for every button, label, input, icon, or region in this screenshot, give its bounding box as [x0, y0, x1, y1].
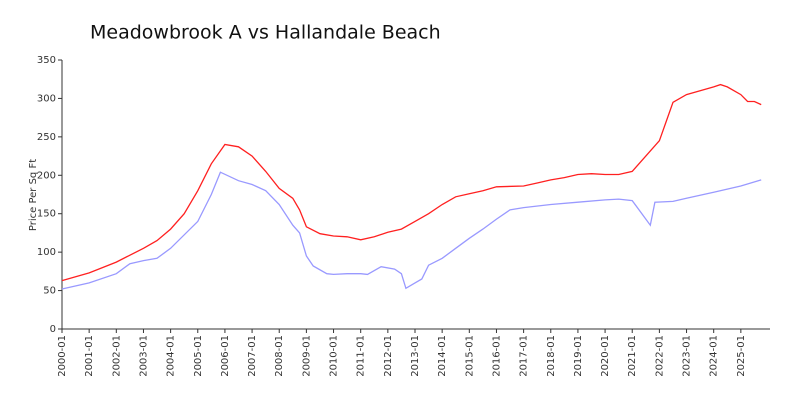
- x-tick-label: 2023-01: [682, 335, 693, 377]
- y-tick-label: 350: [37, 55, 56, 66]
- y-tick-label: 150: [37, 209, 56, 220]
- x-tick-label: 2005-01: [193, 335, 204, 377]
- x-tick-label: 2002-01: [111, 335, 122, 377]
- x-tick-label: 2008-01: [274, 335, 285, 377]
- x-tick-label: 2015-01: [464, 335, 475, 377]
- x-tick-label: 2000-01: [57, 335, 68, 377]
- x-tick-label: 2017-01: [519, 335, 530, 377]
- x-tick-label: 2016-01: [491, 335, 502, 377]
- x-tick-label: 2009-01: [301, 335, 312, 377]
- chart-title: Meadowbrook A vs Hallandale Beach: [90, 22, 441, 44]
- x-tick-label: 2010-01: [329, 335, 340, 377]
- x-tick-label: 2014-01: [437, 335, 448, 377]
- x-tick-label: 2022-01: [654, 335, 665, 377]
- y-tick-label: 200: [37, 170, 56, 181]
- x-tick-label: 2024-01: [709, 335, 720, 377]
- x-tick-label: 2007-01: [247, 335, 258, 377]
- x-tick-label: 2001-01: [84, 335, 95, 377]
- y-tick-label: 50: [43, 286, 56, 297]
- series-line: [61, 83, 762, 282]
- x-tick-label: 2018-01: [546, 335, 557, 377]
- series-line: [61, 171, 762, 290]
- x-tick-label: 2006-01: [220, 335, 231, 377]
- x-tick-label: 2012-01: [383, 335, 394, 377]
- x-tick-label: 2013-01: [410, 335, 421, 377]
- x-tick-label: 2019-01: [573, 335, 584, 377]
- x-tick-label: 2021-01: [627, 335, 638, 377]
- y-axis-label: Price Per Sq Ft: [28, 159, 39, 231]
- x-tick-label: 2025-01: [736, 335, 747, 377]
- y-tick-label: 100: [37, 247, 56, 258]
- x-tick-label: 2011-01: [356, 335, 367, 377]
- x-tick-label: 2020-01: [600, 335, 611, 377]
- x-tick-label: 2003-01: [138, 335, 149, 377]
- y-tick-label: 250: [37, 132, 56, 143]
- x-tick-label: 2004-01: [166, 335, 177, 377]
- y-tick-label: 0: [50, 324, 56, 335]
- y-tick-label: 300: [37, 93, 56, 104]
